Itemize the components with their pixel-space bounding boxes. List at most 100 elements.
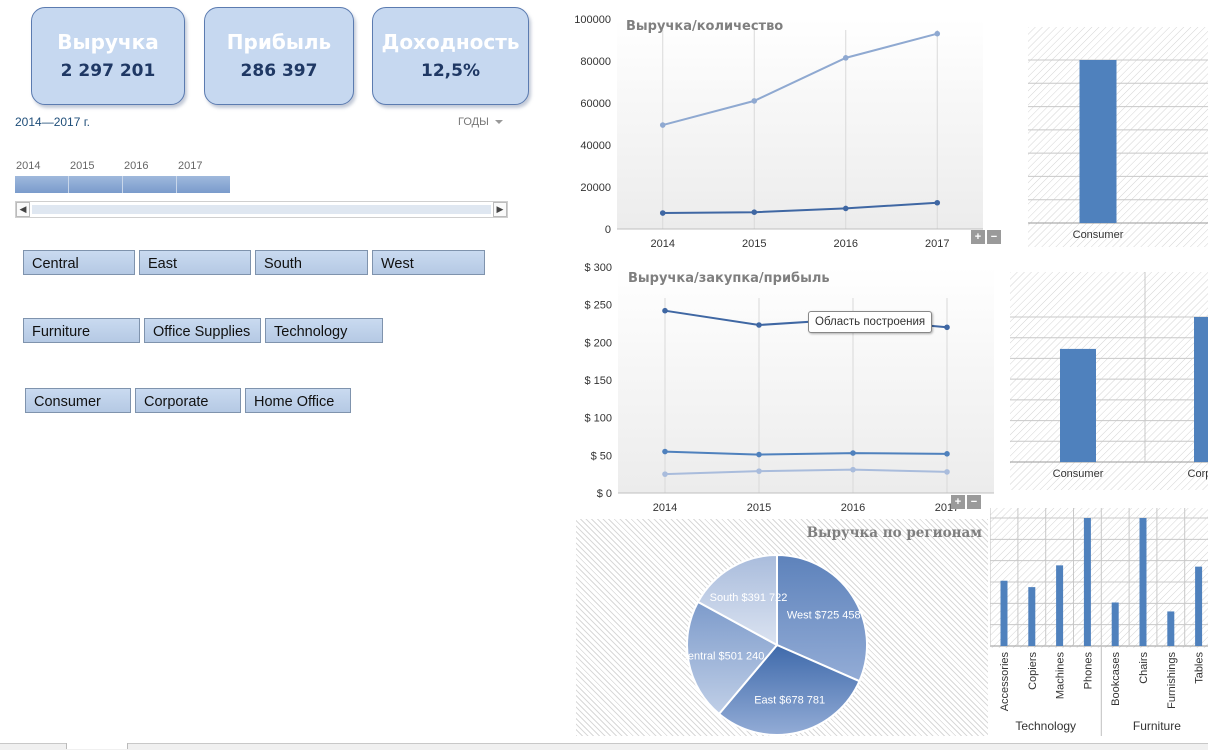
slicer-region-central[interactable]: Central [23, 250, 135, 275]
category-label: Phones [1082, 652, 1094, 690]
slicer-region-south[interactable]: South [255, 250, 368, 275]
data-point [944, 324, 950, 331]
category-label: Accessories [999, 652, 1011, 712]
chart-subcategory-bar[interactable]: Accessories Copiers Machines Phones Technolo… [989, 508, 1208, 740]
category-label: Corporate [1188, 468, 1208, 480]
slicer-region-west[interactable]: West [372, 250, 485, 275]
chevron-down-icon [494, 120, 503, 125]
plot-area [617, 19, 983, 229]
data-point [662, 448, 668, 455]
timeline-year-tile[interactable] [15, 176, 69, 193]
timeline-level-dropdown[interactable]: ГОДЫ [458, 116, 503, 128]
data-point [944, 451, 950, 457]
data-point [934, 30, 941, 37]
expand-field-button[interactable]: + [951, 495, 965, 509]
scroll-left-icon[interactable]: ◀ [16, 202, 30, 217]
series-line [664, 468, 948, 476]
data-point [850, 450, 856, 456]
x-tick-label: 2015 [747, 502, 771, 514]
slice-label: West $725 458 [787, 609, 861, 621]
chart-segment-bar-top[interactable]: Consumer [1028, 27, 1208, 247]
chart-background [1010, 272, 1208, 490]
chart-revenue-cost-profit[interactable]: $ 0 $ 50 $ 100 $ 150 $ 200 $ 250 $ 300 2014 2015… [560, 258, 1000, 518]
category-label: Copiers [1027, 652, 1039, 690]
y-tick-label: $ 250 [584, 300, 612, 312]
x-tick-label: 2017 [925, 238, 949, 250]
expand-field-button[interactable]: + [971, 230, 985, 244]
chart-title: Выручка/количество [626, 19, 784, 34]
chart-revenue-by-region[interactable]: West $725 458 East $678 781 Central $501 2… [576, 519, 988, 736]
slicer-segment-consumer[interactable]: Consumer [25, 388, 131, 413]
data-point [756, 322, 762, 328]
timeline-year-tile[interactable] [69, 176, 123, 193]
scroll-right-icon[interactable]: ▶ [493, 202, 507, 217]
x-tick-label: 2015 [742, 238, 766, 250]
kpi-card-profit: Прибыль 286 397 [204, 7, 354, 105]
timeline-scrollbar[interactable]: ◀ ▶ [15, 201, 508, 218]
data-point [659, 122, 666, 128]
chart-revenue-quantity[interactable]: 0 20000 40000 60000 80000 100000 2014 2015 2016 2… [560, 0, 1010, 255]
bar [1167, 611, 1175, 646]
bar [1195, 566, 1203, 646]
kpi-value: 12,5% [421, 61, 480, 81]
y-tick-label: 80000 [580, 56, 611, 68]
slicer-region-east[interactable]: East [139, 250, 251, 275]
timeline-year-tile[interactable] [177, 176, 230, 193]
timeline-year-label: 2014 [16, 160, 41, 172]
category-label: Consumer [1073, 229, 1124, 241]
chart-segment-bar-middle[interactable]: Consumer Corporate [1010, 272, 1208, 490]
data-point [662, 471, 668, 477]
series-line [664, 450, 948, 456]
collapse-field-button[interactable]: − [987, 230, 1001, 244]
pie-slice [686, 600, 779, 716]
slice-label: South $391 722 [710, 592, 788, 604]
group-label: Furniture [1133, 719, 1181, 733]
chart-background [990, 508, 1208, 648]
x-tick-label: 2016 [841, 502, 865, 514]
data-point [850, 466, 856, 473]
pie-slice [776, 553, 868, 683]
data-point [842, 55, 849, 61]
chart-title: Выручка по регионам [806, 525, 982, 541]
slicer-category-office-supplies[interactable]: Office Supplies [144, 318, 261, 343]
data-point [842, 205, 849, 212]
timeline-range-label: 2014—2017 г. [15, 115, 90, 129]
bar [1194, 317, 1208, 462]
chart-tooltip: Область построения [808, 311, 933, 333]
bar [1056, 565, 1064, 646]
bar [1060, 348, 1096, 462]
slicer-category-furniture[interactable]: Furniture [23, 318, 140, 343]
x-tick-label: 2014 [651, 238, 675, 250]
bar-chart-segment-top: Consumer [1028, 27, 1208, 247]
scrollbar-thumb[interactable] [32, 205, 491, 214]
pie-chart-revenue-by-region: West $725 458 East $678 781 Central $501 2… [680, 553, 868, 736]
series-line [662, 201, 938, 215]
slicer-category-technology[interactable]: Technology [265, 318, 383, 343]
y-tick-label: 0 [605, 224, 611, 236]
kpi-title: Выручка [57, 30, 159, 54]
bar [1111, 602, 1119, 646]
slicer-segment-corporate[interactable]: Corporate [135, 388, 241, 413]
data-point [751, 209, 758, 215]
bar [1083, 518, 1091, 646]
kpi-card-margin: Доходность 12,5% [372, 7, 529, 105]
category-label: Bookcases [1110, 652, 1122, 706]
slicer-segment-home-office[interactable]: Home Office [245, 388, 351, 413]
sheet-tab-bar [0, 743, 1208, 750]
collapse-field-button[interactable]: − [967, 495, 981, 509]
chart-title: Выручка/закупка/прибыль [628, 271, 830, 286]
series-line [662, 32, 938, 127]
bar [1079, 60, 1117, 223]
timeline-year-label: 2017 [178, 160, 203, 172]
y-tick-label: $ 50 [591, 450, 612, 462]
data-point [751, 98, 758, 104]
line-chart-revenue-quantity: 0 20000 40000 60000 80000 100000 2014 2015 2016 2… [574, 14, 983, 250]
timeline-year-label: 2016 [124, 160, 149, 172]
x-tick-label: 2016 [834, 238, 858, 250]
y-tick-label: 100000 [574, 14, 611, 26]
timeline-year-tile[interactable] [123, 176, 177, 193]
sheet-tab[interactable] [66, 743, 128, 749]
group-label: Technology [1015, 719, 1076, 733]
data-point [934, 199, 941, 206]
data-point [662, 307, 668, 314]
